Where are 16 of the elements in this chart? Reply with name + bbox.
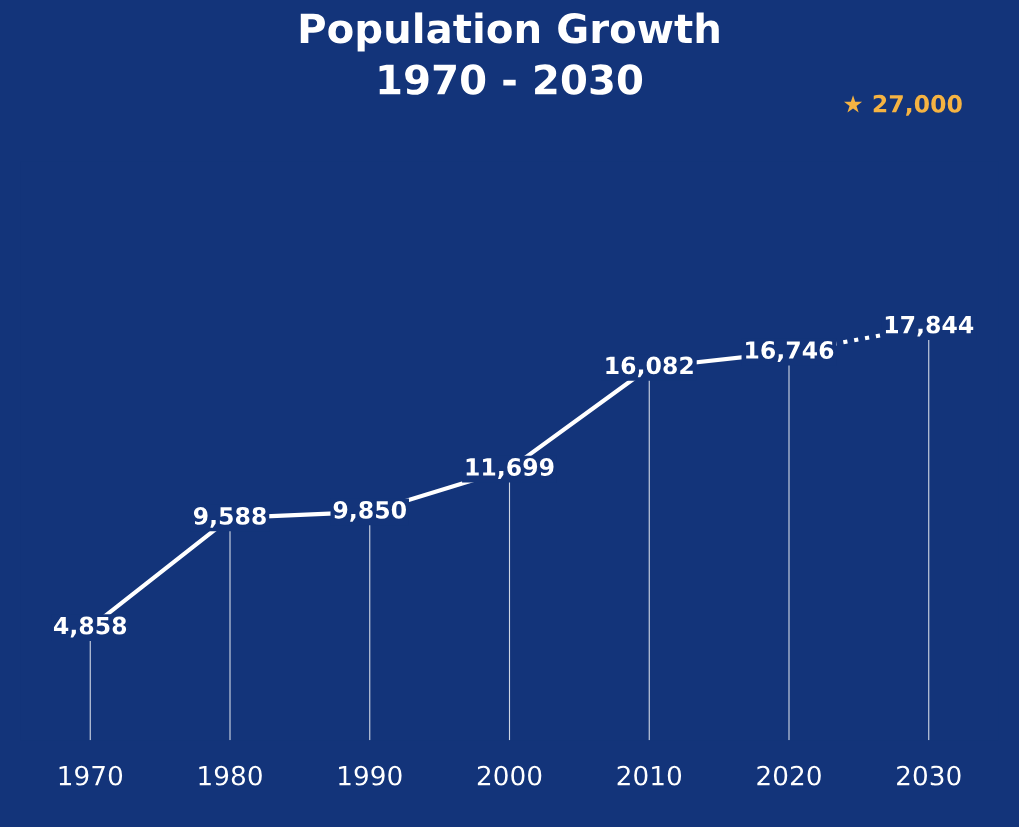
data-label: 11,699 [466, 458, 554, 479]
x-tick-label: 1970 [59, 765, 123, 786]
chart-title: Population Growth 1970 - 2030 [300, 12, 719, 95]
x-tick-label: 2000 [477, 765, 542, 786]
x-tick-label: 1990 [339, 765, 402, 786]
data-label: 4,858 [53, 616, 127, 638]
x-tick-label: 2020 [757, 765, 821, 786]
data-label: 16,746 [746, 341, 834, 362]
data-label: 16,082 [606, 356, 693, 378]
x-tick-label: 2030 [897, 765, 961, 786]
data-label: 9,588 [193, 506, 266, 528]
data-label: 17,844 [885, 315, 974, 337]
data-label: 9,850 [333, 500, 406, 522]
x-tick-label: 1980 [199, 765, 262, 786]
text: ★ 27,000 [843, 94, 962, 116]
x-tick-label: 2010 [617, 765, 682, 786]
